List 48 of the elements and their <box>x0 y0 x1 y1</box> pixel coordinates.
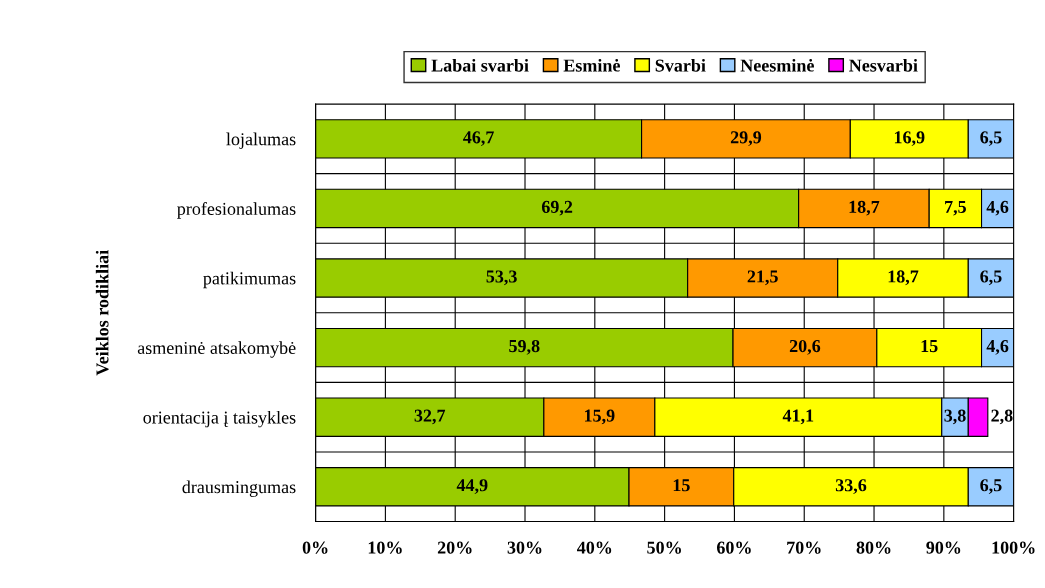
data-label: 21,5 <box>747 270 778 286</box>
data-label: 7,5 <box>945 200 966 216</box>
data-label: 16,9 <box>894 131 925 146</box>
data-label: 4,6 <box>986 339 1009 355</box>
data-label: 6,5 <box>980 270 1002 286</box>
y-tick-label: patikimumas <box>203 271 296 289</box>
x-tick-label: 60% <box>716 541 751 554</box>
data-label: 33,6 <box>835 479 867 494</box>
legend-label: Nesvarbi <box>849 58 918 72</box>
data-label: 3,8 <box>944 409 966 425</box>
y-tick-label: drausmingumas <box>182 480 296 497</box>
x-tick-label: 50% <box>647 541 681 554</box>
x-tick-label: 100% <box>992 541 1035 554</box>
x-tick-label: 90% <box>926 541 961 554</box>
x-tick-label: 30% <box>507 541 542 554</box>
y-tick-label: lojalumas <box>226 132 296 149</box>
data-label: 41,1 <box>782 409 814 425</box>
data-label: 2,8 <box>991 409 1013 425</box>
data-label: 29,9 <box>730 131 762 146</box>
data-label: 20,6 <box>789 339 821 355</box>
data-label: 6,5 <box>980 479 1002 494</box>
data-label: 15,9 <box>585 409 615 425</box>
data-label: 53,3 <box>486 270 517 286</box>
x-tick-label: 0% <box>302 541 328 554</box>
data-label: 18,7 <box>849 200 880 216</box>
data-label: 18,7 <box>888 270 919 286</box>
legend-label: Svarbi <box>655 58 706 72</box>
y-tick-label: profesionalumas <box>177 202 296 219</box>
data-label: 59,8 <box>509 339 540 355</box>
data-label: 4,6 <box>986 200 1009 216</box>
data-label: 46,7 <box>463 131 494 146</box>
x-tick-label: 80% <box>856 541 891 554</box>
x-tick-label: 40% <box>577 541 612 554</box>
x-tick-label: 20% <box>437 541 472 554</box>
x-tick-label: 10% <box>368 541 402 554</box>
y-tick-label: asmeninė atsakomybė <box>137 341 296 358</box>
legend-label: Esminė <box>563 58 620 72</box>
x-tick-label: 70% <box>787 541 821 554</box>
y-tick-label: orientacija į taisykles <box>143 410 296 428</box>
data-label: 6,5 <box>980 131 1002 146</box>
data-label: 69,2 <box>541 200 573 216</box>
legend-label: Labai svarbi <box>431 58 529 72</box>
data-label: 15 <box>921 340 938 353</box>
legend-label: Neesminė <box>740 58 814 72</box>
y-axis-title: Veiklos rodikliai <box>95 250 109 376</box>
data-label: 32,7 <box>414 409 446 425</box>
data-label: 44,9 <box>456 479 488 494</box>
data-label: 15 <box>673 479 690 492</box>
